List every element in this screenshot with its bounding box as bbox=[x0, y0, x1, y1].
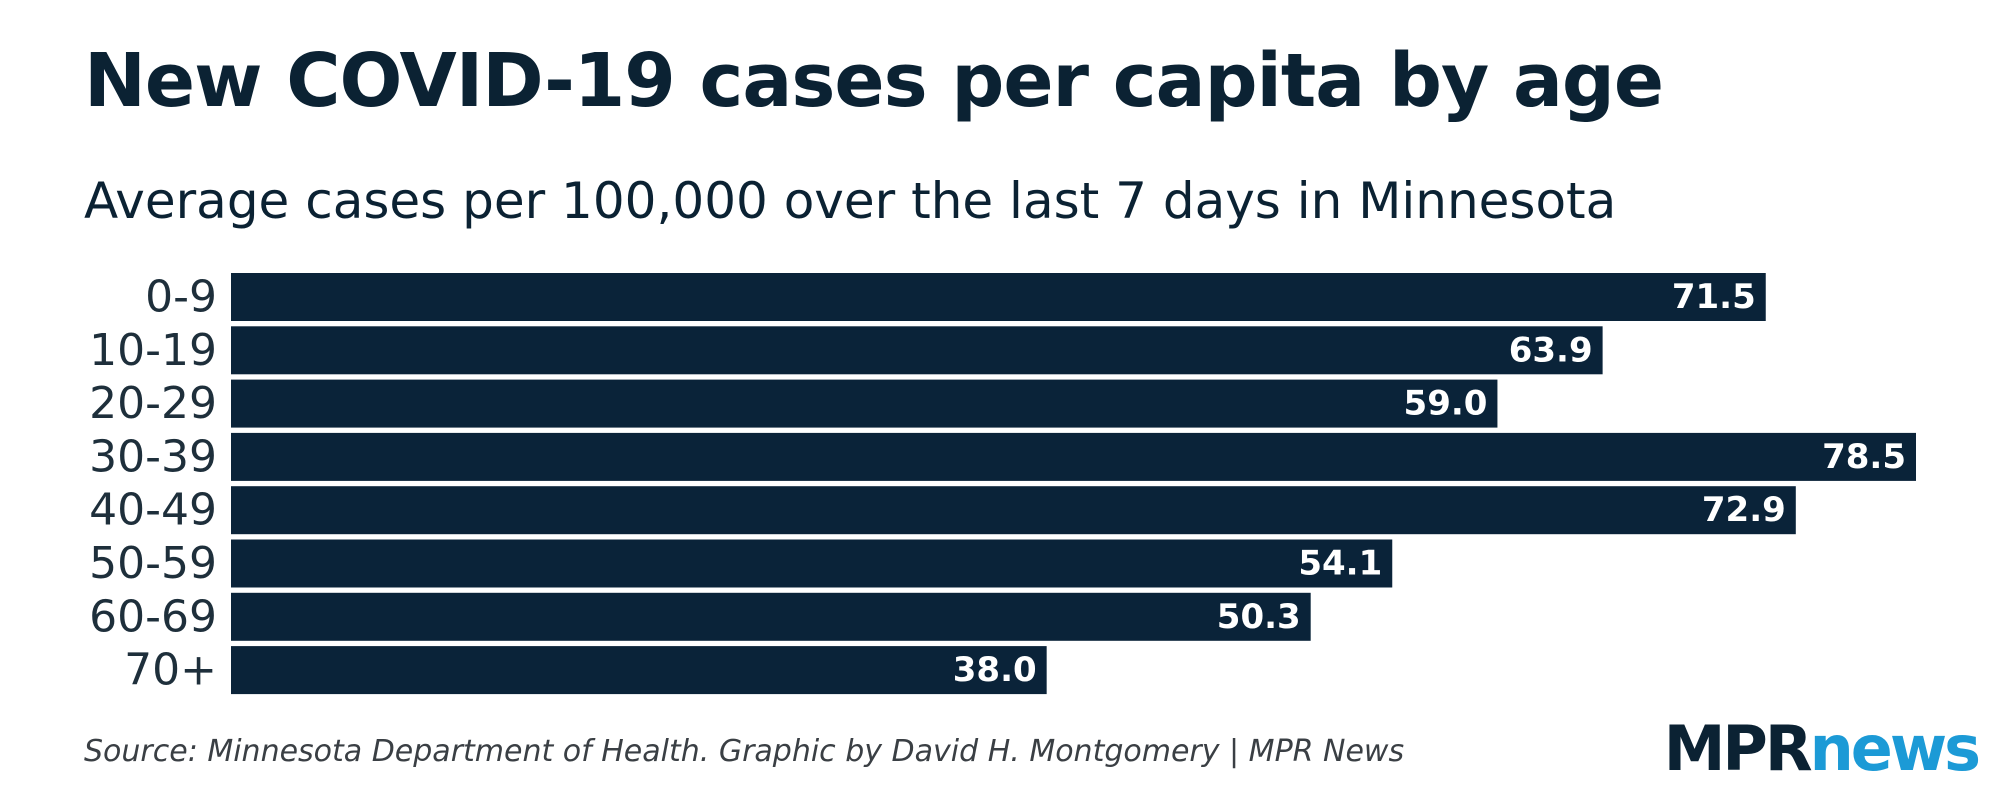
source-credit: Source: Minnesota Department of Health. … bbox=[84, 734, 1405, 769]
value-label: 71.5 bbox=[1672, 277, 1756, 317]
bar-50-59 bbox=[231, 539, 1393, 588]
bar-30-39 bbox=[231, 432, 1916, 481]
chart-subtitle: Average cases per 100,000 over the last … bbox=[84, 172, 1617, 230]
bar-20-29 bbox=[231, 379, 1498, 428]
mpr-news-logo: MPRnews bbox=[1664, 718, 1981, 780]
value-label: 50.3 bbox=[1217, 597, 1301, 637]
value-label: 63.9 bbox=[1509, 330, 1593, 370]
bar-chart: 0-9 71.5 10-19 63.9 20-29 59.0 30-39 78.5 40-49 7… bbox=[89, 272, 1916, 696]
category-label: 0-9 bbox=[145, 272, 217, 323]
category-label: 50-59 bbox=[89, 538, 217, 589]
logo-news-text: news bbox=[1809, 712, 1981, 785]
category-label: 30-39 bbox=[89, 431, 217, 482]
category-label: 40-49 bbox=[89, 485, 217, 536]
value-label: 72.9 bbox=[1702, 490, 1786, 530]
bar-0-9 bbox=[231, 273, 1766, 321]
value-label: 54.1 bbox=[1298, 544, 1382, 584]
bar-60-69 bbox=[231, 592, 1311, 641]
bar-10-19 bbox=[231, 326, 1603, 375]
bar-40-49 bbox=[231, 486, 1796, 535]
value-label: 38.0 bbox=[953, 650, 1037, 690]
value-label: 59.0 bbox=[1404, 384, 1488, 424]
chart-title: New COVID-19 cases per capita by age bbox=[84, 38, 1664, 124]
category-label: 10-19 bbox=[89, 325, 217, 376]
bar-70+ bbox=[231, 646, 1047, 695]
category-label: 20-29 bbox=[89, 378, 217, 429]
value-label: 78.5 bbox=[1822, 437, 1906, 477]
category-label: 60-69 bbox=[89, 591, 217, 642]
logo-mpr-text: MPR bbox=[1663, 712, 1813, 785]
category-label: 70+ bbox=[124, 645, 217, 696]
